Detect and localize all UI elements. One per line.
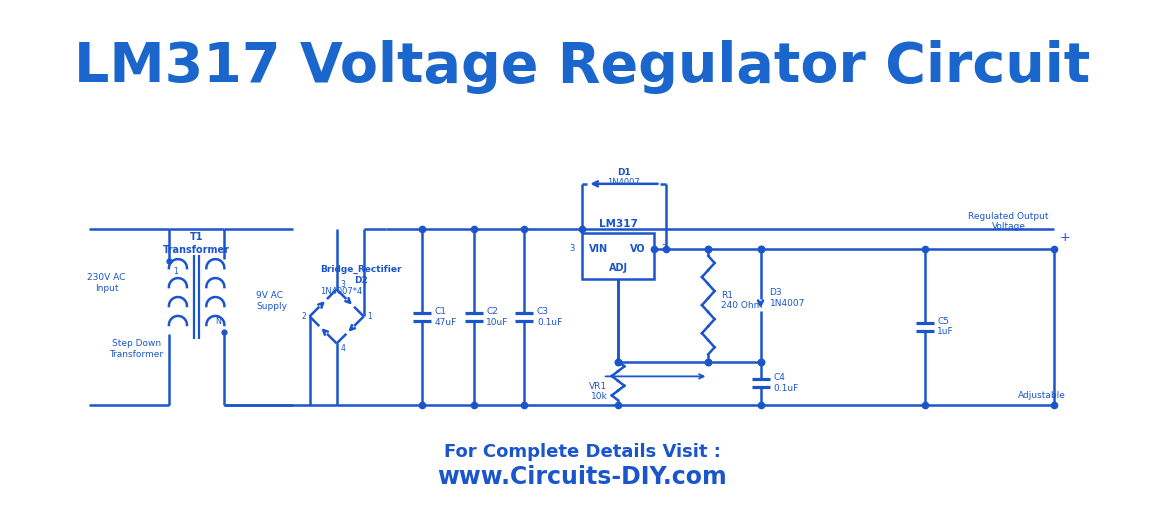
Text: 1N4007*4: 1N4007*4 (320, 287, 362, 296)
Text: D3
1N4007: D3 1N4007 (769, 288, 805, 307)
Text: C2
10uF: C2 10uF (487, 307, 509, 326)
Text: N: N (215, 317, 221, 326)
Text: T1: T1 (190, 232, 204, 242)
Text: 1: 1 (368, 312, 372, 321)
Text: For Complete Details Visit :: For Complete Details Visit : (443, 443, 721, 461)
Text: C5
1uF: C5 1uF (937, 317, 954, 337)
Text: 2: 2 (301, 312, 306, 321)
Text: Step Down
Transformer: Step Down Transformer (109, 339, 163, 359)
Text: Adjustable: Adjustable (1017, 391, 1065, 400)
Text: 1N4007: 1N4007 (608, 178, 640, 187)
Text: VR1
10k: VR1 10k (589, 382, 608, 401)
Text: LM317: LM317 (598, 219, 638, 229)
Text: 3: 3 (569, 244, 575, 253)
Text: 2: 2 (661, 244, 667, 253)
Bar (582, 233, 654, 279)
Text: 4: 4 (340, 344, 346, 354)
Text: 230V AC
Input: 230V AC Input (87, 273, 126, 293)
Text: D1: D1 (617, 167, 631, 176)
Text: +: + (1060, 232, 1071, 244)
Text: 9V AC
Supply: 9V AC Supply (256, 292, 288, 311)
Text: Transformer: Transformer (163, 245, 230, 255)
Text: ADJ: ADJ (609, 263, 627, 273)
Text: VO: VO (630, 244, 646, 254)
Text: 1: 1 (172, 267, 178, 276)
Text: D2: D2 (354, 276, 368, 285)
Text: C1
47uF: C1 47uF (435, 307, 457, 326)
Text: Bridge_Rectifier: Bridge_Rectifier (320, 265, 402, 274)
Text: VIN: VIN (589, 244, 608, 254)
Text: LM317 Voltage Regulator Circuit: LM317 Voltage Regulator Circuit (73, 40, 1091, 93)
Text: C3
0.1uF: C3 0.1uF (537, 307, 562, 326)
Text: R1
240 Ohm: R1 240 Ohm (721, 291, 762, 311)
Text: Regulated Output
Voltage: Regulated Output Voltage (968, 212, 1049, 232)
Text: www.Circuits-DIY.com: www.Circuits-DIY.com (438, 465, 726, 489)
Text: C4
0.1uF: C4 0.1uF (773, 374, 799, 393)
Text: 3: 3 (340, 280, 346, 289)
